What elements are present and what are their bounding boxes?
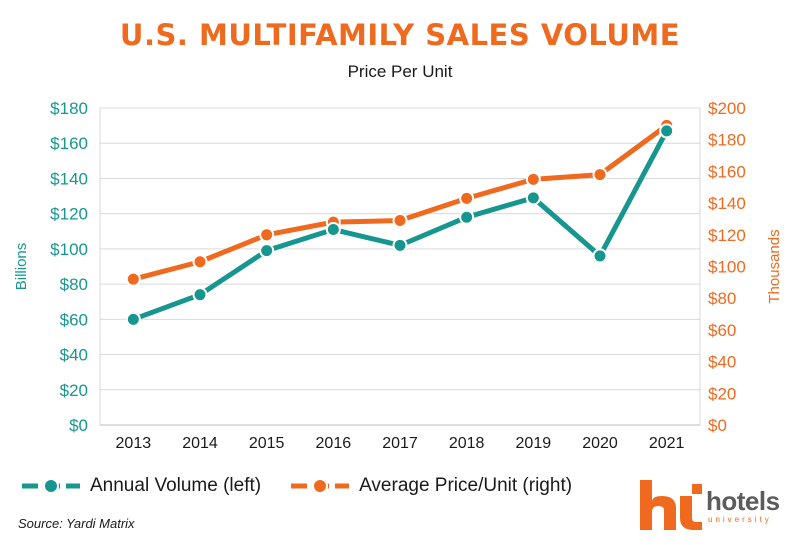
data-point-volume: [525, 190, 541, 206]
y-axis-title-left: Billions: [13, 243, 30, 291]
data-point-price: [125, 271, 141, 287]
data-point-volume: [592, 248, 608, 264]
y-tick-label-right: $180: [708, 131, 746, 150]
data-point-price: [525, 171, 541, 187]
x-tick-label: 2019: [516, 435, 552, 452]
y-tick-label-left: $140: [50, 169, 88, 188]
data-point-price: [392, 213, 408, 229]
y-tick-label-left: $80: [60, 275, 88, 294]
data-point-price: [192, 254, 208, 270]
x-tick-label: 2013: [116, 435, 152, 452]
data-point-price: [459, 190, 475, 206]
legend: Annual Volume (left) Average Price/Unit …: [22, 468, 602, 504]
chart-subtitle: Price Per Unit: [347, 62, 453, 81]
x-tick-label: 2018: [449, 435, 485, 452]
x-tick-label: 2016: [316, 435, 352, 452]
y-tick-label-right: $160: [708, 162, 746, 181]
y-tick-label-left: $40: [60, 346, 88, 365]
data-point-volume: [392, 237, 408, 253]
x-tick-label: 2020: [582, 435, 618, 452]
legend-label-price: Average Price/Unit (right): [359, 475, 573, 496]
source-note: Source: Yardi Matrix: [18, 516, 135, 531]
y-tick-label-right: $40: [708, 353, 736, 372]
y-tick-label-right: $140: [708, 194, 746, 213]
data-point-price: [259, 227, 275, 243]
data-point-volume: [459, 209, 475, 225]
y-tick-label-left: $20: [60, 381, 88, 400]
x-tick-label: 2017: [382, 435, 418, 452]
y-tick-label-left: $100: [50, 240, 88, 259]
y-axis-title-right: Thousands: [766, 229, 783, 303]
y-tick-label-right: $120: [708, 226, 746, 245]
y-tick-label-left: $60: [60, 310, 88, 329]
y-tick-label-right: $100: [708, 258, 746, 277]
hotels-university-logo: hotels university: [636, 474, 786, 534]
series-line-price: [130, 122, 670, 282]
logo-text: hotels: [706, 486, 780, 516]
data-point-volume: [659, 123, 675, 139]
legend-label-volume: Annual Volume (left): [90, 475, 262, 496]
data-point-price: [592, 167, 608, 183]
y-tick-label-right: $0: [708, 416, 727, 435]
data-point-volume: [259, 243, 275, 259]
y-tick-label-left: $160: [50, 134, 88, 153]
data-point-volume: [125, 311, 141, 327]
x-tick-label: 2021: [649, 435, 685, 452]
y-tick-label-right: $80: [708, 289, 736, 308]
y-tick-label-right: $60: [708, 321, 736, 340]
chart-area: $0 $20 $40 $60 $80 $100 $120 $140 $160 $180 $0 $20 $…: [13, 99, 783, 452]
y-tick-label-left: $120: [50, 205, 88, 224]
x-tick-label: 2015: [249, 435, 285, 452]
legend-marker-volume: [22, 478, 80, 494]
legend-item-volume: Annual Volume (left): [22, 475, 261, 497]
legend-marker-price: [291, 478, 350, 494]
chart-title: U.S. MULTIFAMILY SALES VOLUME: [119, 18, 681, 52]
y-tick-label-left: $0: [69, 416, 88, 435]
x-tick-label: 2014: [182, 435, 218, 452]
y-tick-label-right: $200: [708, 99, 746, 118]
data-point-volume: [325, 222, 341, 238]
logo-subtext: university: [708, 515, 772, 524]
y-tick-label-right: $20: [708, 384, 736, 403]
y-tick-label-left: $180: [50, 99, 88, 118]
legend-item-price: Average Price/Unit (right): [291, 475, 572, 497]
data-point-volume: [192, 287, 208, 303]
logo-mark-icon: [640, 480, 702, 530]
